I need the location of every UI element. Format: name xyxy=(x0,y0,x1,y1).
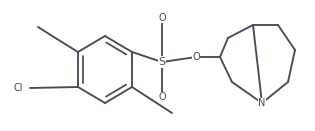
Text: O: O xyxy=(158,13,166,23)
Text: N: N xyxy=(258,98,266,108)
Text: O: O xyxy=(158,92,166,102)
Text: O: O xyxy=(192,52,200,62)
Text: Cl: Cl xyxy=(13,83,23,93)
Text: S: S xyxy=(158,57,166,67)
